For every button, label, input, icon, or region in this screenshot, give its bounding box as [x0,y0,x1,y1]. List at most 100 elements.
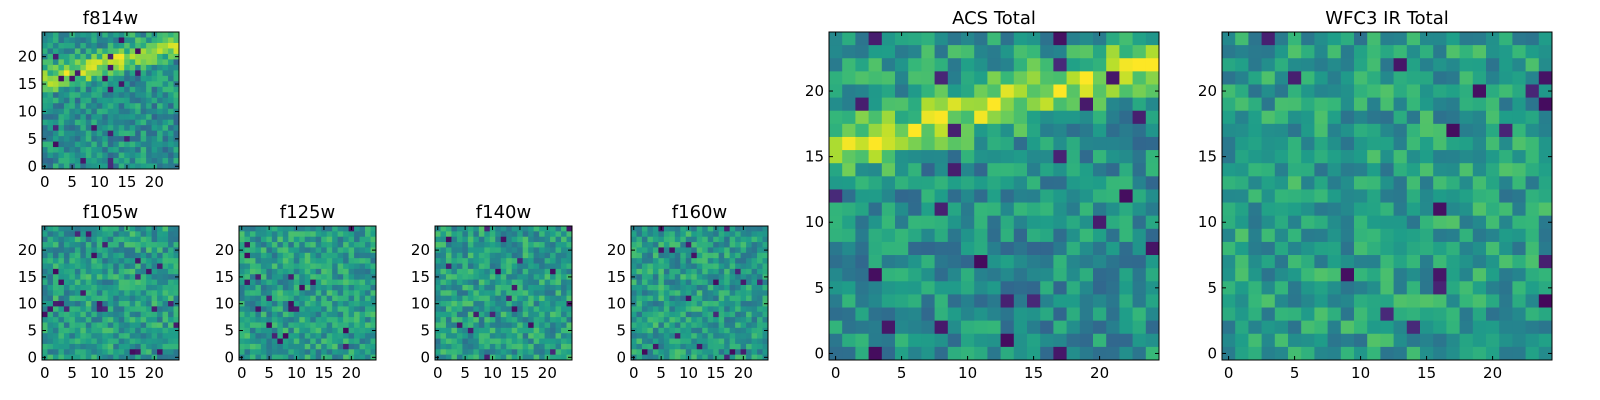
heatmap-cell [868,84,883,98]
heatmap-cell [63,295,70,302]
heatmap-cell [724,349,731,356]
heatmap-cell [1499,294,1513,308]
heatmap-cell [1340,110,1355,125]
heatmap-cell [168,268,174,275]
heatmap-cell [69,306,76,313]
heatmap-cell [757,306,763,313]
heatmap-cell [157,236,163,243]
heatmap-cell [495,231,502,238]
heatmap-cell [462,268,469,275]
heatmap-cell [1446,45,1460,59]
heatmap-cell [359,322,366,329]
heatmap-cell [829,189,843,203]
heatmap-cell [740,252,747,259]
heatmap-cell [146,333,152,339]
heatmap-cell [1132,202,1147,217]
heatmap-cell [52,42,59,49]
heatmap-cell [288,333,295,339]
heatmap-cell [724,236,731,243]
heatmap-cell [1079,255,1094,269]
heatmap-cell [1000,307,1015,322]
heatmap-cell [118,42,125,49]
heatmap-cell [696,311,703,318]
heatmap-cell [718,306,725,313]
heatmap-cell [96,59,103,66]
y-tick-label: 5 [814,279,824,297]
heatmap-cell [52,226,59,232]
heatmap-cell [244,327,251,334]
heatmap-cell [58,290,65,297]
heatmap-cell [1301,71,1315,85]
heatmap-cell [1079,123,1094,138]
heatmap-cell [528,263,535,270]
heatmap-cell [707,236,714,243]
heatmap-cell [321,306,328,313]
heatmap-cell [315,338,322,345]
heatmap-cell [277,349,284,356]
heatmap-cell [1393,71,1408,85]
heatmap-cell [517,301,524,307]
heatmap-cell [315,306,322,313]
heatmap-cell [987,189,1001,203]
heatmap-cell [550,290,556,297]
heatmap-cell [96,284,103,291]
heatmap-cell [74,311,81,318]
heatmap-cell [1499,307,1513,322]
heatmap-cell [129,290,136,297]
heatmap-cell [1525,45,1540,59]
heatmap-cell [124,81,131,88]
heatmap-cell [326,322,333,329]
heatmap-cell [1459,136,1474,151]
heatmap-cell [691,236,698,243]
heatmap-cell [674,306,681,313]
heatmap-cell [69,252,76,259]
heatmap-cell [685,252,692,259]
heatmap-cell [1301,58,1315,72]
heatmap-cell [1000,189,1015,203]
heatmap-cell [1486,58,1500,72]
heatmap-cell [561,343,567,350]
heatmap-cell [140,354,147,361]
heatmap-cell [702,231,709,238]
heatmap-cell [96,279,103,286]
heatmap-cell [1538,346,1553,361]
heatmap-cell [751,333,758,339]
heatmap-cell [478,301,485,307]
heatmap-cell [91,86,98,93]
heatmap-cell [729,274,736,280]
heatmap-cell [881,45,896,59]
heatmap-cell [168,306,174,313]
heatmap-cell [561,258,567,264]
y-tick-label: 5 [27,130,37,148]
heatmap-cell [517,343,524,350]
heatmap-cell [1248,97,1262,112]
heatmap-cell [1446,307,1460,322]
heatmap-cell [315,284,322,291]
heatmap-cell [652,236,659,243]
heatmap-cell [107,226,114,232]
heatmap-cell [751,349,758,356]
heatmap-cell [113,333,120,339]
heatmap-cell [1093,202,1107,217]
heatmap-cell [58,97,65,104]
heatmap-cell [895,110,909,125]
heatmap-cell [113,70,120,77]
heatmap-cell [473,279,480,286]
heatmap-cell [63,163,70,170]
heatmap-cell [365,231,371,238]
heatmap-cell [696,343,703,350]
heatmap-cell [151,279,158,286]
heatmap-cell [260,311,267,318]
heatmap-cell [680,274,687,280]
heatmap-cell [842,320,856,335]
heatmap-cell [293,343,300,350]
heatmap-cell [85,86,92,93]
heatmap-cell [1261,294,1276,308]
heatmap-cell [680,242,687,248]
x-tick-label: 10 [958,364,977,382]
heatmap-cell [707,279,714,286]
heatmap-cell [47,338,54,345]
heatmap-cell [310,311,317,318]
heatmap-cell [343,343,349,350]
heatmap-cell [1446,58,1460,72]
